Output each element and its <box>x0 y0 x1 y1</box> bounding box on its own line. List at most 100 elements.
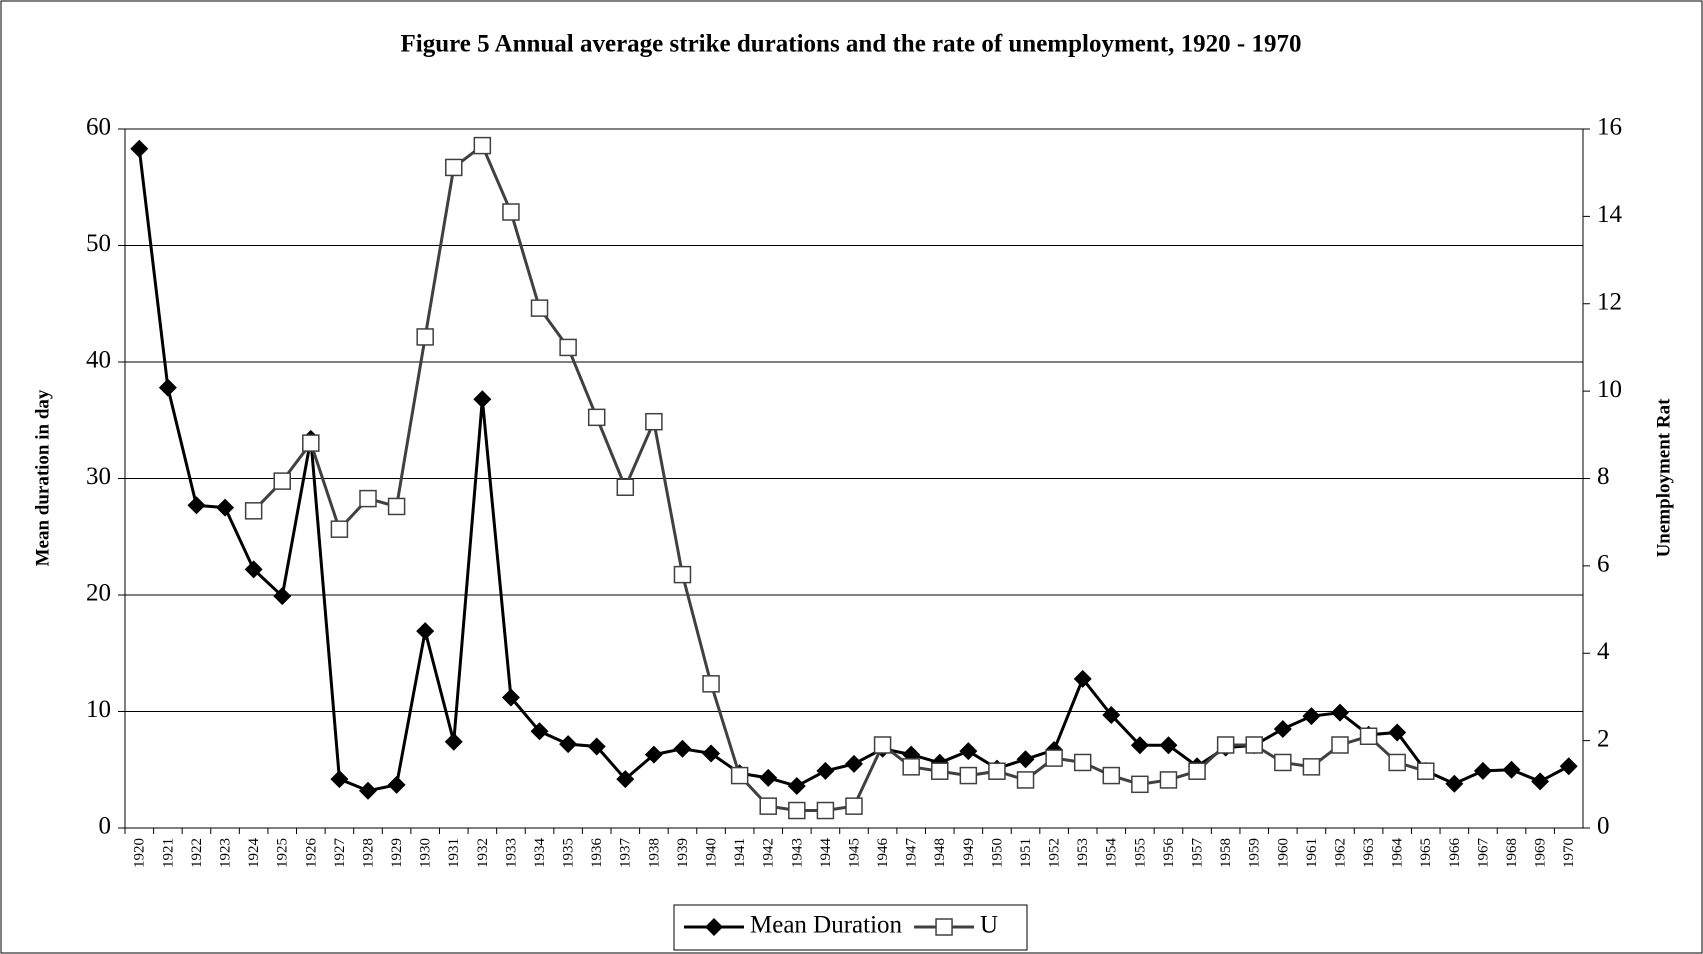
x-tick-label: 1922 <box>189 838 205 868</box>
data-point <box>387 497 406 516</box>
data-point <box>788 801 806 820</box>
x-tick-label: 1936 <box>589 838 605 869</box>
x-tick-label: 1963 <box>1361 838 1377 868</box>
x-tick-label: 1959 <box>1247 838 1263 868</box>
y-tick-label: 20 <box>86 580 111 607</box>
data-point <box>816 801 835 820</box>
x-tick-label: 1923 <box>217 838 233 868</box>
data-point <box>1131 775 1149 794</box>
x-tick-label: 1937 <box>618 838 634 869</box>
y2-tick-label: 0 <box>1597 813 1610 840</box>
data-point <box>816 761 835 780</box>
x-tick-label: 1935 <box>561 838 577 868</box>
data-point <box>1302 758 1321 776</box>
x-tick-label: 1949 <box>961 838 977 868</box>
data-point <box>1102 766 1121 785</box>
x-tick-label: 1926 <box>303 838 319 869</box>
data-point <box>1331 736 1349 754</box>
data-point <box>673 565 692 584</box>
data-point <box>1473 761 1492 780</box>
data-point <box>1502 760 1521 779</box>
data-point <box>873 736 892 754</box>
data-point <box>1302 707 1321 726</box>
data-point <box>759 797 777 815</box>
x-tick-label: 1942 <box>761 838 777 868</box>
data-point <box>673 739 692 758</box>
legend-label: Mean Duration <box>750 912 903 939</box>
x-tick-label: 1943 <box>789 838 805 868</box>
y2-axis-label: Unemployment Rat <box>1653 398 1674 558</box>
x-tick-label: 1960 <box>1275 838 1291 868</box>
data-point <box>645 412 663 431</box>
data-point <box>1531 772 1550 791</box>
x-tick-label: 1956 <box>1161 838 1177 869</box>
data-point <box>244 502 263 520</box>
y2-tick-label: 8 <box>1597 463 1610 490</box>
x-tick-label: 1951 <box>1018 838 1034 868</box>
data-point <box>959 766 978 785</box>
y2-tick-label: 10 <box>1597 376 1622 403</box>
x-tick-label: 1920 <box>132 838 148 868</box>
data-point <box>473 390 492 409</box>
data-point <box>158 378 177 397</box>
data-point <box>501 688 520 707</box>
data-point <box>416 622 435 641</box>
legend: Mean Duration U <box>673 904 1028 951</box>
data-point <box>302 434 320 452</box>
x-tick-label: 1925 <box>275 838 291 868</box>
x-tick-label: 1969 <box>1533 838 1549 868</box>
data-point <box>845 754 863 773</box>
data-point <box>759 768 778 787</box>
x-tick-label: 1966 <box>1447 838 1463 869</box>
data-point <box>1445 774 1464 793</box>
y2-tick-label: 2 <box>1597 725 1610 752</box>
data-point <box>359 781 377 800</box>
x-tick-label: 1957 <box>1189 838 1205 869</box>
data-point <box>902 758 920 776</box>
data-point <box>244 560 263 579</box>
data-point <box>130 139 149 158</box>
data-point <box>587 408 606 427</box>
data-point <box>387 775 406 794</box>
x-tick-label: 1941 <box>732 838 748 868</box>
data-point <box>1274 753 1292 772</box>
legend-marker <box>705 918 723 936</box>
data-point <box>1359 727 1378 746</box>
y2-tick-label: 4 <box>1597 638 1610 665</box>
data-point <box>644 745 663 764</box>
x-tick-label: 1962 <box>1332 838 1348 868</box>
y2-tick-label: 6 <box>1597 551 1610 578</box>
data-point <box>1216 736 1235 754</box>
x-tick-label: 1947 <box>904 838 920 869</box>
x-tick-label: 1954 <box>1104 838 1120 869</box>
data-point <box>616 770 635 789</box>
data-point <box>1159 771 1178 789</box>
y2-tick-label: 16 <box>1597 114 1622 141</box>
data-point <box>1245 736 1263 754</box>
data-point <box>330 520 349 538</box>
y2-tick-label: 12 <box>1597 288 1622 315</box>
x-tick-label: 1967 <box>1475 838 1491 869</box>
data-point <box>1016 750 1035 769</box>
x-tick-label: 1928 <box>360 838 376 868</box>
data-point <box>931 762 949 780</box>
x-tick-label: 1933 <box>503 838 519 868</box>
y-axis-label: Mean duration in day <box>32 389 53 566</box>
x-tick-label: 1965 <box>1418 838 1434 868</box>
x-tick-label: 1930 <box>418 838 434 868</box>
data-point <box>359 489 377 508</box>
data-point <box>1188 762 1206 780</box>
data-point <box>530 299 549 317</box>
x-tick-label: 1955 <box>1132 838 1148 868</box>
x-tick-label: 1964 <box>1390 838 1406 869</box>
data-point <box>959 742 978 761</box>
x-tick-label: 1948 <box>932 838 948 868</box>
x-tick-label: 1944 <box>818 838 834 869</box>
y-tick-label: 60 <box>86 114 111 141</box>
data-point <box>330 770 349 789</box>
x-tick-label: 1932 <box>475 838 491 868</box>
data-point <box>1016 771 1035 789</box>
data-point <box>988 762 1006 780</box>
